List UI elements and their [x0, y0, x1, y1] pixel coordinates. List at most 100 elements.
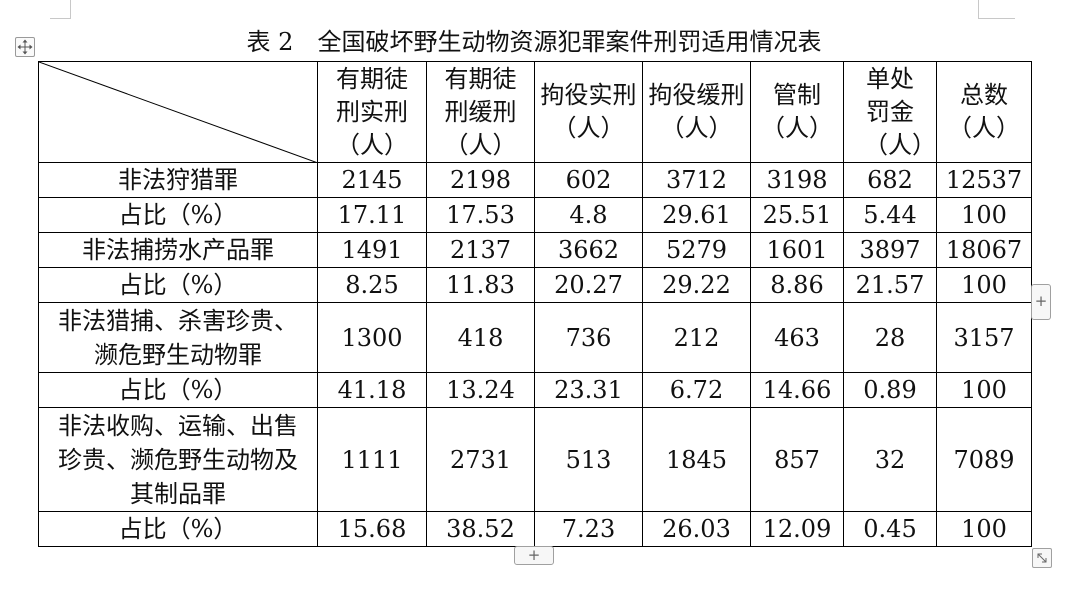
header-label: 拘役实刑（人） [540, 81, 637, 142]
value-cell[interactable]: 212 [642, 302, 751, 373]
value-cell[interactable]: 100 [936, 372, 1032, 408]
value-cell[interactable]: 15.68 [317, 511, 427, 547]
value-cell[interactable]: 3897 [843, 232, 937, 268]
header-label: 单处罚金（人） [864, 64, 936, 159]
value-cell[interactable]: 100 [936, 267, 1032, 303]
row-label-cell[interactable]: 非法狩猎罪 [38, 162, 318, 198]
add-row-button[interactable]: + [514, 546, 554, 565]
table-row: 非法收购、运输、出售珍贵、濒危野生动物及其制品罪 1111 2731 513 1… [38, 407, 1032, 512]
value-cell[interactable]: 463 [750, 302, 844, 373]
value-cell[interactable]: 7089 [936, 407, 1032, 512]
row-label-cell[interactable]: 占比（%） [38, 511, 318, 547]
value-cell[interactable]: 14.66 [750, 372, 844, 408]
value-cell[interactable]: 26.03 [642, 511, 751, 547]
value-cell[interactable]: 25.51 [750, 197, 844, 233]
table-row: 占比（%） 17.11 17.53 4.8 29.61 25.51 5.44 1… [38, 197, 1032, 233]
value-cell[interactable]: 418 [426, 302, 535, 373]
value-cell[interactable]: 18067 [936, 232, 1032, 268]
value-cell[interactable]: 13.24 [426, 372, 535, 408]
row-label: 占比（%） [118, 201, 238, 229]
value-cell[interactable]: 6.72 [642, 372, 751, 408]
value-cell[interactable]: 3198 [750, 162, 844, 198]
header-row: 有期徒刑实刑（人） 有期徒刑缓刑（人） 拘役实刑（人） 拘役缓刑（人） 管制（人… [38, 61, 1032, 163]
table-resize-handle[interactable] [1032, 548, 1052, 568]
value-cell[interactable]: 20.27 [534, 267, 643, 303]
value-cell[interactable]: 2198 [426, 162, 535, 198]
header-label: 总数（人） [948, 81, 1020, 142]
move-arrows-icon [17, 39, 33, 55]
add-column-button[interactable]: + [1031, 284, 1051, 320]
value-cell[interactable]: 602 [534, 162, 643, 198]
value-cell[interactable]: 7.23 [534, 511, 643, 547]
value-cell[interactable]: 17.11 [317, 197, 427, 233]
row-label-cell[interactable]: 占比（%） [38, 267, 318, 303]
value-cell[interactable]: 4.8 [534, 197, 643, 233]
value-cell[interactable]: 3712 [642, 162, 751, 198]
diagonal-corner-cell[interactable] [38, 61, 318, 163]
header-cell[interactable]: 拘役实刑（人） [534, 61, 643, 163]
value-cell[interactable]: 32 [843, 407, 937, 512]
header-cell[interactable]: 拘役缓刑（人） [642, 61, 751, 163]
value-cell[interactable]: 29.22 [642, 267, 751, 303]
value-cell[interactable]: 2731 [426, 407, 535, 512]
row-label-cell[interactable]: 非法猎捕、杀害珍贵、濒危野生动物罪 [38, 302, 318, 373]
value-cell[interactable]: 28 [843, 302, 937, 373]
table-row: 非法狩猎罪 2145 2198 602 3712 3198 682 12537 [38, 162, 1032, 198]
value-cell[interactable]: 513 [534, 407, 643, 512]
value-cell[interactable]: 23.31 [534, 372, 643, 408]
value-cell[interactable]: 41.18 [317, 372, 427, 408]
value-cell[interactable]: 12.09 [750, 511, 844, 547]
header-label: 有期徒刑实刑（人） [336, 64, 408, 159]
value-cell[interactable]: 29.61 [642, 197, 751, 233]
data-table: 有期徒刑实刑（人） 有期徒刑缓刑（人） 拘役实刑（人） 拘役缓刑（人） 管制（人… [38, 61, 1032, 547]
value-cell[interactable]: 1601 [750, 232, 844, 268]
page-corner-mark-right [978, 0, 1015, 19]
value-cell[interactable]: 100 [936, 511, 1032, 547]
header-cell[interactable]: 管制（人） [750, 61, 844, 163]
row-label-cell[interactable]: 占比（%） [38, 372, 318, 408]
value-cell[interactable]: 8.86 [750, 267, 844, 303]
value-cell[interactable]: 1300 [317, 302, 427, 373]
value-cell[interactable]: 3662 [534, 232, 643, 268]
header-cell[interactable]: 有期徒刑实刑（人） [317, 61, 427, 163]
value-cell[interactable]: 1491 [317, 232, 427, 268]
value-cell[interactable]: 38.52 [426, 511, 535, 547]
row-label-cell[interactable]: 非法收购、运输、出售珍贵、濒危野生动物及其制品罪 [38, 407, 318, 512]
value-cell[interactable]: 1845 [642, 407, 751, 512]
row-label: 非法猎捕、杀害珍贵、濒危野生动物罪 [58, 306, 298, 369]
value-cell[interactable]: 5.44 [843, 197, 937, 233]
resize-diagonal-icon [1037, 553, 1047, 563]
value-cell[interactable]: 736 [534, 302, 643, 373]
value-cell[interactable]: 8.25 [317, 267, 427, 303]
value-cell[interactable]: 5279 [642, 232, 751, 268]
value-cell[interactable]: 11.83 [426, 267, 535, 303]
row-label-cell[interactable]: 占比（%） [38, 197, 318, 233]
row-label-cell[interactable]: 非法捕捞水产品罪 [38, 232, 318, 268]
header-label: 有期徒刑缓刑（人） [444, 64, 517, 159]
value-cell[interactable]: 857 [750, 407, 844, 512]
value-cell[interactable]: 682 [843, 162, 937, 198]
row-label: 非法狩猎罪 [118, 166, 238, 194]
value-cell[interactable]: 21.57 [843, 267, 937, 303]
value-cell[interactable]: 2145 [317, 162, 427, 198]
table-row: 占比（%） 8.25 11.83 20.27 29.22 8.86 21.57 … [38, 267, 1032, 303]
diagonal-divider [39, 62, 316, 162]
header-cell[interactable]: 总数（人） [936, 61, 1032, 163]
value-cell[interactable]: 2137 [426, 232, 535, 268]
page-corner-mark-left [50, 0, 71, 19]
table-row: 占比（%） 15.68 38.52 7.23 26.03 12.09 0.45 … [38, 511, 1032, 547]
row-label: 占比（%） [118, 376, 238, 404]
table-move-handle[interactable] [15, 37, 35, 57]
value-cell[interactable]: 100 [936, 197, 1032, 233]
value-cell[interactable]: 12537 [936, 162, 1032, 198]
header-label: 管制（人） [761, 81, 833, 142]
header-cell[interactable]: 有期徒刑缓刑（人） [426, 61, 535, 163]
header-cell[interactable]: 单处罚金（人） [843, 61, 937, 163]
value-cell[interactable]: 3157 [936, 302, 1032, 373]
value-cell[interactable]: 17.53 [426, 197, 535, 233]
row-label: 非法收购、运输、出售珍贵、濒危野生动物及其制品罪 [58, 411, 298, 508]
row-label: 非法捕捞水产品罪 [82, 236, 274, 264]
value-cell[interactable]: 0.45 [843, 511, 937, 547]
value-cell[interactable]: 0.89 [843, 372, 937, 408]
value-cell[interactable]: 1111 [317, 407, 427, 512]
